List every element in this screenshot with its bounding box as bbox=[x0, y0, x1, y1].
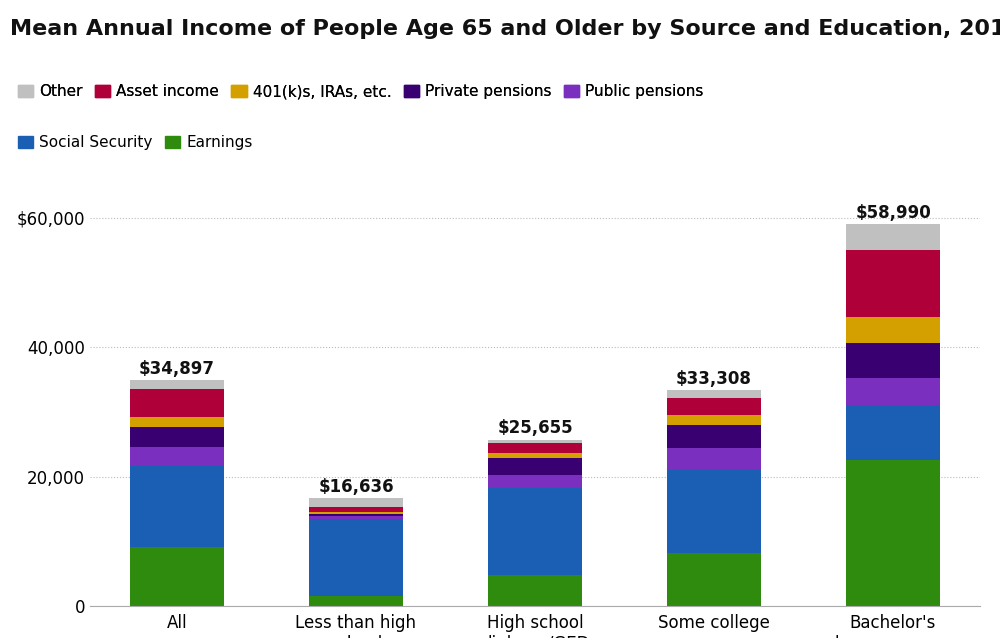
Bar bbox=[130, 547, 224, 606]
Text: Mean Annual Income of People Age 65 and Older by Source and Education, 2014: Mean Annual Income of People Age 65 and … bbox=[10, 19, 1000, 39]
Text: $34,897: $34,897 bbox=[139, 360, 215, 378]
Bar bbox=[846, 378, 940, 405]
Bar bbox=[309, 519, 403, 597]
Bar bbox=[667, 426, 761, 448]
Bar bbox=[488, 487, 582, 575]
Bar bbox=[667, 415, 761, 426]
Bar bbox=[488, 575, 582, 606]
Text: $58,990: $58,990 bbox=[855, 204, 931, 221]
Bar bbox=[130, 380, 224, 389]
Bar bbox=[130, 417, 224, 427]
Legend: Other, Asset income, 401(k)s, IRAs, etc., Private pensions, Public pensions: Other, Asset income, 401(k)s, IRAs, etc.… bbox=[18, 84, 703, 99]
Bar bbox=[309, 507, 403, 512]
Bar bbox=[488, 453, 582, 459]
Bar bbox=[846, 405, 940, 461]
Bar bbox=[130, 447, 224, 466]
Bar bbox=[488, 459, 582, 475]
Bar bbox=[846, 250, 940, 316]
Bar bbox=[488, 440, 582, 443]
Bar bbox=[667, 448, 761, 469]
Bar bbox=[667, 390, 761, 398]
Legend: Social Security, Earnings: Social Security, Earnings bbox=[18, 135, 252, 150]
Text: $16,636: $16,636 bbox=[318, 478, 394, 496]
Bar bbox=[846, 343, 940, 378]
Bar bbox=[667, 398, 761, 415]
Bar bbox=[309, 498, 403, 507]
Bar bbox=[309, 597, 403, 606]
Bar bbox=[309, 514, 403, 516]
Text: $33,308: $33,308 bbox=[676, 370, 752, 388]
Bar bbox=[846, 316, 940, 343]
Bar bbox=[130, 389, 224, 417]
Bar bbox=[488, 475, 582, 487]
Bar bbox=[846, 461, 940, 606]
Bar bbox=[846, 224, 940, 250]
Text: $25,655: $25,655 bbox=[497, 419, 573, 438]
Bar bbox=[130, 427, 224, 447]
Bar bbox=[130, 466, 224, 547]
Bar bbox=[309, 516, 403, 519]
Bar bbox=[667, 553, 761, 606]
Bar bbox=[309, 512, 403, 514]
Bar bbox=[488, 443, 582, 453]
Bar bbox=[667, 469, 761, 553]
